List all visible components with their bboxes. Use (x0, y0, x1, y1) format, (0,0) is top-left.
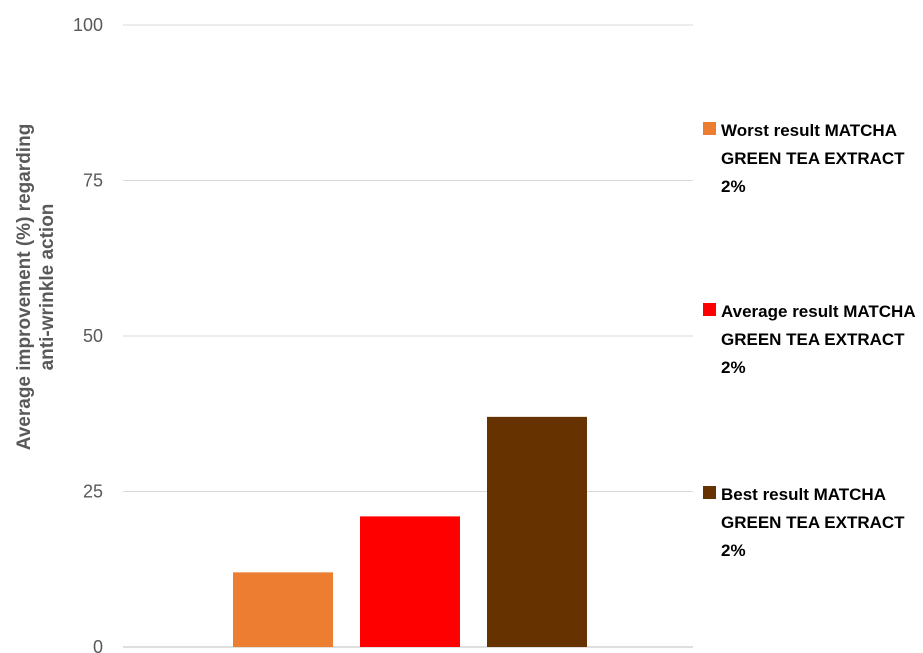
y-tick-label-100: 100 (73, 15, 103, 35)
legend-swatch-best (703, 486, 716, 499)
legend-label-worst: Worst result MATCHA GREEN TEA EXTRACT 2% (721, 121, 905, 196)
y-tick-label-25: 25 (83, 482, 103, 502)
legend: Worst result MATCHA GREEN TEA EXTRACT 2%… (703, 0, 923, 653)
bars (233, 416, 587, 647)
bar-best (487, 416, 587, 647)
y-axis-title-line-2: anti-wrinkle action (37, 204, 58, 371)
y-axis-ticks: 0 25 50 75 100 (73, 15, 103, 653)
y-tick-label-75: 75 (83, 171, 103, 191)
legend-swatch-worst (703, 122, 716, 135)
gridlines (123, 24, 693, 648)
legend-label-average: Average result MATCHA GREEN TEA EXTRACT … (721, 302, 915, 377)
y-tick-label-50: 50 (83, 326, 103, 346)
bar-average (360, 516, 460, 647)
legend-label-best: Best result MATCHA GREEN TEA EXTRACT 2% (721, 485, 905, 560)
y-tick-label-0: 0 (93, 637, 103, 653)
bar-worst (233, 572, 333, 647)
y-axis-title-line-1: Average improvement (%) regarding (14, 124, 35, 451)
legend-swatch-average (703, 303, 716, 316)
